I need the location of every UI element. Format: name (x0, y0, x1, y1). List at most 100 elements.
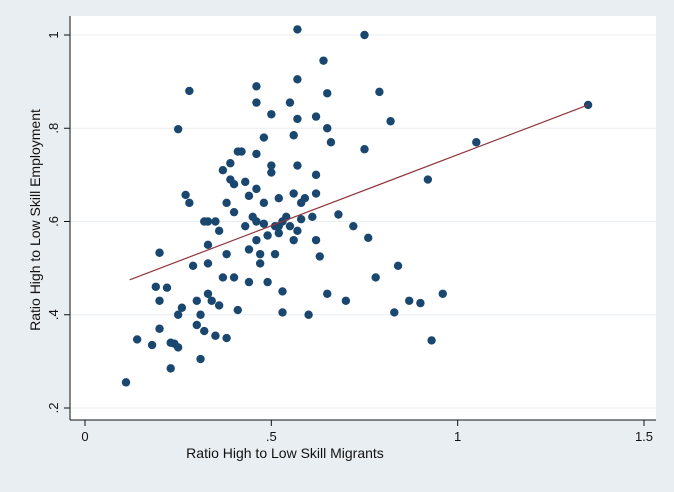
data-point-116 (423, 175, 433, 184)
data-point-54 (252, 98, 261, 107)
data-point-114 (405, 296, 414, 305)
data-point-4 (155, 296, 164, 305)
data-point-83 (293, 25, 302, 34)
data-point-81 (289, 131, 298, 140)
data-point-51 (244, 277, 254, 287)
data-point-86 (293, 161, 302, 170)
data-point-37 (222, 249, 231, 259)
data-point-14 (177, 303, 187, 312)
data-point-41 (229, 180, 239, 189)
data-point-12 (173, 310, 183, 319)
data-point-93 (311, 112, 321, 121)
data-point-18 (188, 261, 198, 270)
x-tick-label-1: .5 (266, 429, 277, 444)
data-point-7 (162, 283, 172, 292)
data-point-26 (203, 240, 213, 250)
data-point-47 (241, 177, 250, 187)
data-point-22 (196, 310, 205, 319)
data-point-97 (315, 252, 324, 261)
data-point-55 (252, 149, 261, 159)
data-point-90 (300, 193, 310, 203)
data-point-50 (244, 245, 254, 254)
data-point-91 (304, 310, 313, 319)
data-point-58 (252, 235, 261, 245)
y-axis-label: Ratio High to Low Skill Employment (27, 109, 43, 331)
data-point-80 (289, 235, 298, 245)
plot-area (70, 16, 656, 420)
data-point-57 (252, 217, 261, 226)
data-point-36 (222, 198, 231, 208)
data-point-38 (222, 333, 231, 343)
data-point-68 (267, 168, 276, 177)
data-point-16 (185, 86, 194, 96)
data-point-70 (270, 249, 280, 259)
data-point-61 (259, 133, 269, 142)
data-point-103 (334, 210, 343, 219)
data-point-1 (132, 335, 142, 344)
y-tick-label-2: .6 (46, 216, 61, 227)
data-point-112 (390, 308, 399, 317)
data-point-6 (155, 324, 164, 333)
data-point-42 (229, 207, 239, 217)
data-point-64 (263, 231, 272, 240)
data-point-62 (259, 198, 269, 208)
data-point-28 (203, 289, 213, 298)
data-point-99 (323, 89, 332, 98)
data-point-33 (214, 301, 224, 310)
fit-line (129, 104, 589, 281)
data-point-107 (360, 145, 369, 154)
data-point-79 (285, 98, 295, 107)
y-tick-label-3: .8 (46, 123, 61, 134)
data-point-119 (472, 138, 481, 147)
data-point-39 (226, 159, 235, 168)
data-point-82 (289, 189, 298, 198)
x-axis-label: Ratio High to Low Skill Migrants (186, 445, 384, 461)
data-point-102 (326, 138, 336, 147)
data-point-75 (278, 287, 287, 296)
data-point-100 (323, 124, 332, 133)
data-point-56 (252, 184, 261, 194)
data-point-101 (323, 289, 332, 298)
data-point-53 (252, 82, 261, 91)
data-point-105 (349, 221, 358, 231)
data-point-48 (241, 221, 250, 231)
data-point-49 (244, 191, 254, 201)
data-point-27 (203, 259, 213, 268)
data-point-66 (267, 110, 276, 119)
data-point-45 (233, 305, 242, 315)
data-point-43 (229, 273, 239, 282)
data-point-35 (218, 273, 228, 282)
data-point-76 (278, 308, 287, 317)
data-point-106 (360, 30, 369, 40)
data-point-115 (416, 298, 425, 308)
data-point-34 (218, 166, 228, 175)
data-point-104 (341, 296, 351, 305)
data-point-84 (293, 75, 302, 84)
data-point-78 (285, 221, 295, 231)
x-tick-label-2: 1 (454, 429, 461, 444)
y-tick-label-1: .4 (46, 309, 61, 320)
data-point-98 (319, 56, 328, 65)
data-point-111 (386, 117, 395, 126)
data-point-3 (151, 282, 161, 291)
data-point-11 (173, 343, 183, 352)
data-point-118 (438, 289, 447, 298)
grid-lines (70, 34, 656, 409)
data-point-110 (375, 87, 384, 97)
data-point-32 (214, 226, 224, 236)
data-point-17 (185, 198, 194, 208)
data-point-8 (166, 364, 175, 373)
data-point-31 (211, 331, 220, 340)
data-point-113 (393, 261, 403, 270)
data-point-29 (207, 296, 216, 305)
y-tick-label-4: 1 (46, 31, 61, 38)
data-point-95 (311, 189, 321, 198)
data-points (121, 25, 593, 387)
data-point-67 (267, 161, 276, 170)
data-point-87 (293, 226, 302, 236)
x-tick-label-0: 0 (81, 429, 88, 444)
ticks: .2 .4 .6 .8 1 0 .5 1 1.5 (46, 31, 653, 444)
data-point-92 (308, 212, 317, 222)
data-point-46 (237, 147, 246, 156)
